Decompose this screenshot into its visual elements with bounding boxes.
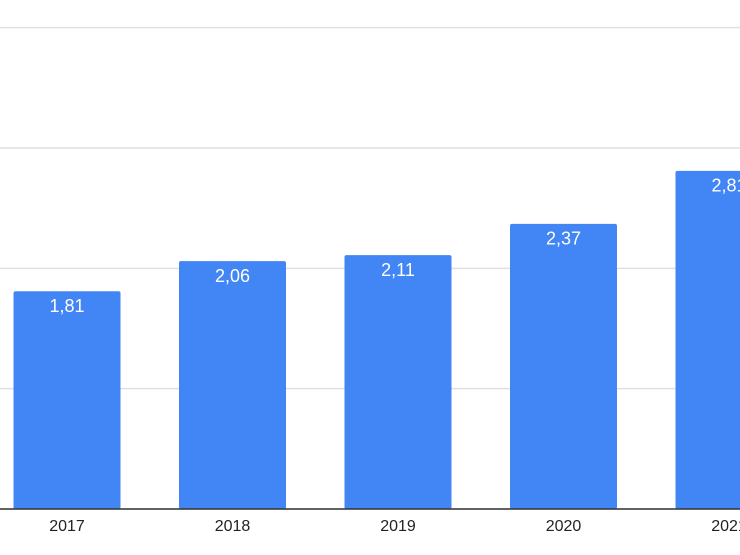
x-tick-label: 2017 (49, 518, 85, 535)
x-tick-label: 2019 (380, 518, 416, 535)
x-tick-label: 2020 (546, 518, 582, 535)
value-label: 1,81 (49, 296, 84, 316)
value-label: 2,37 (546, 229, 581, 249)
bar (344, 255, 452, 509)
bar (675, 170, 740, 509)
value-label: 2,81 (711, 176, 740, 196)
x-tick-label: 2018 (215, 518, 251, 535)
bar (13, 291, 121, 509)
bar (510, 223, 617, 509)
bar (179, 261, 286, 509)
value-label: 2,06 (215, 266, 250, 286)
x-tick-label: 2021 (711, 518, 740, 535)
value-label: 2,11 (381, 260, 415, 280)
